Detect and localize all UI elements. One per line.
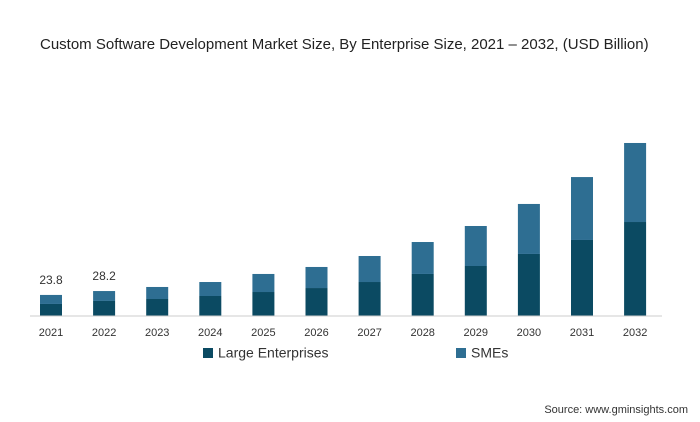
legend-swatch xyxy=(203,348,213,358)
bar-segment xyxy=(93,300,116,316)
bar-segment xyxy=(40,303,62,316)
bar-segment xyxy=(624,142,647,223)
bar-segment xyxy=(305,288,328,316)
x-tick-label: 2025 xyxy=(251,327,275,339)
bar-segment xyxy=(464,265,487,316)
x-tick-label: 2031 xyxy=(570,327,594,339)
bar-segment xyxy=(146,286,169,300)
bar-segment xyxy=(93,291,116,301)
x-tick-label: 2021 xyxy=(39,327,63,339)
bar-segment xyxy=(411,273,434,316)
bar-segment xyxy=(358,282,381,316)
total-label: 28.2 xyxy=(92,269,116,283)
x-tick-label: 2022 xyxy=(92,327,116,339)
bar-segment xyxy=(305,266,328,289)
bar-segment xyxy=(571,239,593,316)
bar-segment xyxy=(199,282,222,296)
chart-title: Custom Software Development Market Size,… xyxy=(40,36,649,53)
legend-label: Large Enterprises xyxy=(218,345,329,361)
bar-segment xyxy=(517,203,540,254)
source: Source: www.gminsights.com xyxy=(544,404,688,416)
legend-label: SMEs xyxy=(471,345,508,361)
bar-segment xyxy=(40,294,62,304)
legend-swatch xyxy=(456,348,466,358)
x-tick-label: 2032 xyxy=(623,327,647,339)
bar-segment xyxy=(146,299,169,316)
total-label: 23.8 xyxy=(39,273,63,287)
bar-segment xyxy=(252,273,275,293)
x-tick-label: 2030 xyxy=(517,327,541,339)
bar-segment xyxy=(624,222,647,316)
x-tick-label: 2028 xyxy=(410,327,434,339)
x-tick-label: 2029 xyxy=(464,327,488,339)
x-tick-label: 2023 xyxy=(145,327,169,339)
bar-segment xyxy=(358,255,381,283)
bar-segment xyxy=(199,295,222,316)
bar-segment xyxy=(411,242,434,274)
bar-segment xyxy=(252,292,275,316)
x-tick-label: 2027 xyxy=(357,327,381,339)
bar-segment xyxy=(571,177,593,240)
x-tick-label: 2024 xyxy=(198,327,222,339)
x-tick-label: 2026 xyxy=(304,327,328,339)
bar-segment xyxy=(517,253,540,316)
bar-segment xyxy=(464,225,487,266)
